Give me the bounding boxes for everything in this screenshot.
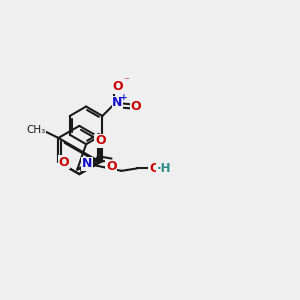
Text: O: O [58, 156, 69, 169]
Text: O: O [149, 162, 160, 175]
Text: O: O [112, 80, 123, 93]
Text: CH₃: CH₃ [27, 125, 46, 135]
Text: ⁻: ⁻ [123, 76, 129, 86]
Text: N: N [82, 157, 92, 170]
Text: O: O [95, 134, 106, 147]
Text: N: N [112, 96, 123, 109]
Text: O: O [130, 100, 141, 113]
Text: O: O [106, 160, 116, 173]
Text: +: + [120, 93, 128, 102]
Text: ·H: ·H [157, 162, 171, 175]
